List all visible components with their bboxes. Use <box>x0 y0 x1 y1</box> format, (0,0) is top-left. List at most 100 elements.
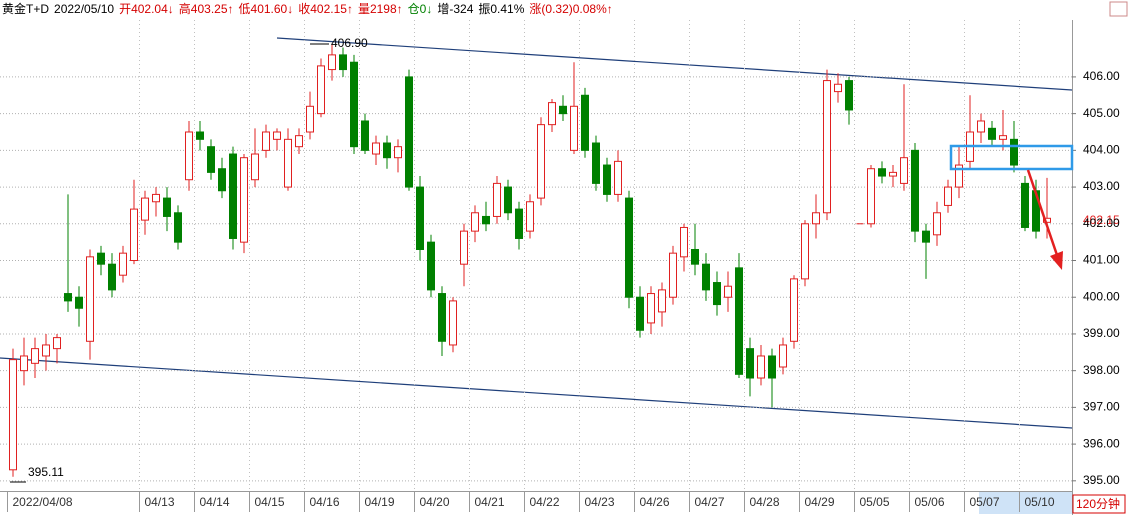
candle-body <box>449 300 457 346</box>
candle-body <box>724 285 732 298</box>
header-item: 涨(0.32)0.08%↑ <box>529 1 612 16</box>
candle-body <box>394 146 402 159</box>
candle-body <box>680 226 688 258</box>
candle-body <box>383 142 391 159</box>
y-tick-label: 399.00 <box>1083 326 1120 340</box>
selection <box>979 492 1072 514</box>
x-tick-label: 04/23 <box>585 495 615 509</box>
candle-body <box>416 186 424 250</box>
candle-body <box>801 223 809 280</box>
candle-body <box>867 168 875 225</box>
header-item: 振0.41% <box>478 2 524 16</box>
candle-body <box>900 157 908 184</box>
x-tick-label: 04/26 <box>640 495 670 509</box>
candle-body <box>757 355 765 379</box>
candle-body <box>42 344 50 357</box>
x-tick-label: 04/20 <box>420 495 450 509</box>
candle-body <box>999 135 1007 140</box>
x-tick-label: 04/13 <box>145 495 175 509</box>
header-item: 高403.25↑ <box>179 1 234 16</box>
candle-body <box>922 230 930 243</box>
candle-body <box>889 171 897 177</box>
y-tick-label: 402.00 <box>1083 216 1120 230</box>
x-tick-label: 05/10 <box>1025 495 1055 509</box>
arrow-head <box>1050 251 1063 270</box>
low-label: 395.11 <box>28 465 64 479</box>
candle-body <box>130 208 138 262</box>
candle-body <box>1021 182 1029 228</box>
candle-body <box>768 355 776 379</box>
candle-body <box>438 293 446 342</box>
candle-body <box>944 186 952 206</box>
candle-body <box>273 131 281 140</box>
candle-body <box>152 193 160 203</box>
candle-body <box>592 142 600 184</box>
candle-body <box>119 252 127 276</box>
y-tick-label: 395.00 <box>1083 473 1120 487</box>
candle-body <box>405 76 413 188</box>
candle-body <box>284 138 292 188</box>
x-tick-label: 04/14 <box>200 495 230 509</box>
candle-body <box>669 252 677 298</box>
x-tick-label: 04/15 <box>255 495 285 509</box>
candle-body <box>295 135 303 148</box>
y-tick-label: 405.00 <box>1083 106 1120 120</box>
header-item: 低401.60↓ <box>239 2 294 16</box>
y-tick-label: 404.00 <box>1083 143 1120 157</box>
candle-body <box>614 160 622 195</box>
candle-body <box>75 296 83 309</box>
candle-body <box>988 127 996 140</box>
candle-body <box>515 208 523 239</box>
x-tick-label: 2022/04/08 <box>13 495 73 509</box>
y-tick-label: 403.00 <box>1083 179 1120 193</box>
candle-body <box>1010 138 1018 166</box>
candle-body <box>702 263 710 291</box>
candle-body <box>64 293 72 302</box>
candle-body <box>658 289 666 313</box>
last-price-box <box>1073 212 1132 229</box>
y-tick-label: 406.00 <box>1083 69 1120 83</box>
trend-line <box>0 357 1073 429</box>
candle-body <box>108 263 116 291</box>
candle-body <box>207 146 215 173</box>
candle-body <box>790 278 798 342</box>
header: 黄金T+D 2022/05/10 开402.04↓ 高403.25↑ 低401.60↓ 收… <box>2 1 613 16</box>
menu-icon[interactable] <box>1109 1 1128 17</box>
candle-body <box>31 348 39 364</box>
candle-body <box>845 80 853 111</box>
candle-body <box>53 337 61 350</box>
candle-body <box>196 131 204 140</box>
x-tick-label: 05/07 <box>970 495 1000 509</box>
candle-body <box>240 157 248 243</box>
header-item: 黄金T+D <box>2 1 49 16</box>
candle-body <box>504 186 512 214</box>
header-item: 仓0↓ <box>408 2 433 16</box>
candle-body <box>955 164 963 188</box>
candle-body <box>636 296 644 331</box>
header-item: 收402.15↑ <box>298 2 353 16</box>
last-price-label: 402.15 <box>1083 213 1120 227</box>
candle-body <box>471 212 479 232</box>
candle-body <box>20 355 28 372</box>
candle-body <box>537 124 545 199</box>
candle-body <box>823 80 831 214</box>
candle-body <box>460 230 468 265</box>
candle-body <box>548 102 556 126</box>
x-tick-label: 04/29 <box>805 495 835 509</box>
candle-body <box>647 293 655 324</box>
y-tick-label: 396.00 <box>1083 436 1120 450</box>
period-box[interactable] <box>1072 494 1126 514</box>
candle-body <box>834 83 842 93</box>
x-tick-label: 04/16 <box>310 495 340 509</box>
header-item: 2022/05/10 <box>54 2 114 16</box>
high-label: 406.90 <box>331 36 368 50</box>
trend-line <box>276 37 1073 91</box>
candle-body <box>581 94 589 151</box>
candle-body <box>317 65 325 115</box>
period-label[interactable]: 120分钟 <box>1076 496 1120 511</box>
candle-body <box>86 256 94 342</box>
y-tick-label: 400.00 <box>1083 289 1120 303</box>
candle-body <box>372 142 380 155</box>
header-item: 量2198↑ <box>358 2 403 16</box>
